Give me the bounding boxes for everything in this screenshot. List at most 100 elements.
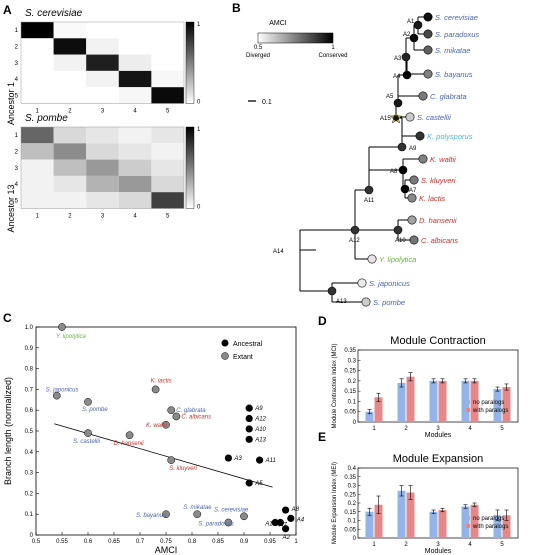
matrix-cell [118,54,152,71]
bar-chart-frame [357,349,519,423]
leaf-node [415,131,425,141]
internal-node-label: A7 [409,188,417,194]
matrix-row-tick: 2 [15,149,19,155]
matrix-row-tick: 1 [15,28,19,34]
matrix-cell [21,175,54,193]
ancestral-point [245,425,253,433]
leaf-node [409,235,419,245]
bar [406,492,415,538]
matrix-cell [53,159,87,176]
y-tick-label: 0.5 [25,429,34,435]
internal-node [393,98,403,108]
matrix-cell [21,22,54,39]
internal-node [393,225,403,235]
x-tick-label: 1 [294,539,298,545]
y-tick-label: 0.35 [344,348,356,354]
internal-node-label: A14 [273,249,284,255]
extant-point [84,398,92,406]
panel-c: C 0.5 0.55 0.6 0.65 0.7 0.75 0.8 0.85 0.9 0.95 100… [3,311,305,555]
extant-point-label: D. hansenii [114,441,145,447]
bar [438,380,447,422]
matrix-cell [118,175,152,193]
legend-label: no paralogs [473,516,504,522]
ancestral-point-label: A8 [291,507,300,513]
leaf-label: S. cerevisiae [435,13,478,22]
leaf-label: S. mikatae [435,46,470,55]
ancestral-point-label: A11 [265,458,276,464]
matrix-cell [21,159,54,176]
internal-node-label: A4 [393,74,401,80]
y-axis-label: Module Expansion Index (MEI) [332,462,338,544]
bar [429,511,438,538]
bar [461,506,470,538]
leaf-label: C. albicans [421,236,458,245]
matrix-cell [118,87,152,104]
ancestral-point [276,518,284,527]
matrix-ancestor-1: S. cerevisiae Ancestor 1 1 1 2 2 3 3 4 4 5 5 1 0 [6,8,201,125]
matrix-cell [86,22,119,39]
x-tick-label: 2 [404,542,408,548]
matrix-colorbar-min: 0 [197,100,201,106]
y-tick-label: 0.15 [344,510,356,516]
y-tick-label: 0.35 [344,475,356,481]
x-tick-label: 0.55 [56,539,68,545]
leaf-node [367,254,377,264]
matrix-cell [86,192,119,209]
panel-b: B AMCI 0.5 1 Diverged Conserved 0.1 S. c… [232,1,479,307]
legend-ancestral-label: Ancestral [233,341,263,348]
x-tick-label: 0.95 [264,539,276,545]
y-tick-label: 0.05 [344,527,356,533]
legend-swatch [466,408,470,412]
panel-d-label: D [318,314,327,328]
leaf-label: S. paradoxus [435,30,479,39]
leaf-node [405,112,415,122]
y-tick-label: 0.15 [344,389,356,395]
leaf-label: K. polysporus [427,132,473,141]
matrix-cell [118,159,152,176]
amci-legend-max: 1 [331,45,335,51]
bar-chart-title: Module Contraction [390,335,485,347]
extant-point-label: Y. lipolytica [56,334,86,340]
matrix-colorbar [185,126,195,209]
extant-point-label: S. castellii [73,439,101,445]
matrix-cell [86,159,119,176]
x-tick-label: 0.65 [108,539,120,545]
legend-swatch [466,516,470,520]
leaf-node [409,175,419,185]
matrix-cell [151,38,184,55]
amci-legend-min: 0.5 [254,45,263,51]
y-tick-label: 0.4 [348,466,357,472]
x-tick-label: 5 [500,542,504,548]
matrix-cell [53,38,87,55]
y-tick-label: 0.9 [25,346,34,352]
matrix-cell [53,192,87,209]
ancestral-point [282,525,290,533]
x-tick-label: 0.85 [212,539,224,545]
panel-a: A S. cerevisiae Ancestor 1 1 1 2 2 3 3 4 4 5 5 1 0 S.… [3,3,201,233]
internal-node-label: A1 [407,19,415,25]
y-tick-label: 0.7 [25,387,34,393]
matrix-row-tick: 3 [15,166,19,172]
y-tick-label: 0.05 [344,410,356,416]
matrix-cell [118,38,152,55]
ancestral-point-label: A1 [264,522,272,528]
leaf-node [418,91,428,101]
extant-point-label: C. albicans [181,414,211,420]
y-tick-label: 0.3 [348,484,357,490]
leaf-label: D. hansenii [419,216,457,225]
matrix-ylabel: Ancestor 13 [6,184,16,232]
leaf-label: S. kluyveri [421,176,456,185]
amci-colorbar [257,32,334,44]
internal-node-label: A9 [409,146,417,152]
internal-node [402,70,412,80]
y-axis-label: Branch length (normalized) [3,377,13,485]
leaf-node [361,297,371,307]
internal-node [327,286,337,296]
x-tick-label: 0.6 [84,539,93,545]
extant-point [172,412,181,421]
ancestral-point-label: A10 [254,427,266,433]
bar-chart-contraction: Module Contraction 0 0.05 0.1 0.15 0.2 0.25 0.3… [332,335,519,439]
matrix-cell [86,143,119,160]
matrix-col-tick: 4 [133,214,137,220]
extant-point [224,518,233,527]
